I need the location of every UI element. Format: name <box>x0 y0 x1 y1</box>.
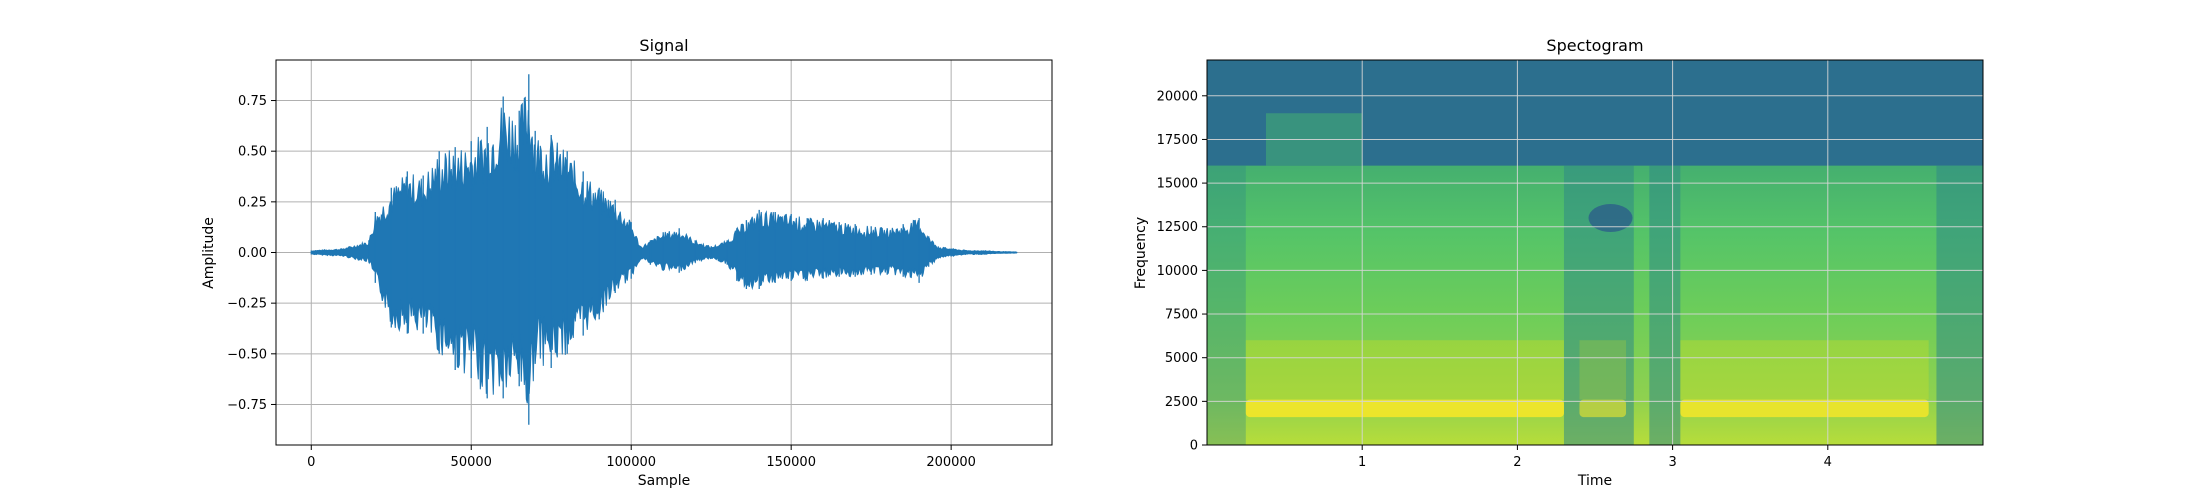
signal-y-ticks: −0.75 −0.50 −0.25 0.00 0.25 0.50 0.75 <box>227 94 276 413</box>
spectrogram-y-tick-label: 15000 <box>1157 177 1198 192</box>
signal-x-ticks: 0 50000 100000 150000 200000 <box>307 445 976 470</box>
spectrogram-formant-band <box>1245 399 1564 418</box>
spectrogram-y-tick-label: 7500 <box>1165 308 1198 323</box>
spectrogram-y-tick-label: 2500 <box>1165 395 1198 410</box>
spectrogram-formant-band <box>1579 399 1627 418</box>
signal-x-tick-label: 150000 <box>766 455 816 470</box>
signal-y-label: Amplitude <box>201 217 217 289</box>
spectrogram-image <box>1207 60 1983 445</box>
spectrogram-energy-region <box>1680 340 1929 400</box>
spectrogram-axes-frame <box>1206 59 1984 446</box>
spectrogram-x-tick-label: 3 <box>1668 455 1676 470</box>
spectrogram-axes: 1 2 3 4 0 2500 5000 7500 10000 12500 15000 17500 20… <box>1133 36 1984 489</box>
spectrogram-quiet-segment <box>1649 165 1681 445</box>
signal-x-label: Sample <box>638 473 691 489</box>
spectrogram-x-tick-label: 4 <box>1824 455 1832 470</box>
spectrogram-title: Spectogram <box>1546 36 1643 55</box>
signal-y-tick-label: 0.50 <box>238 145 267 160</box>
signal-waveform-spikes <box>310 74 1018 425</box>
spectrogram-y-tick-label: 5000 <box>1165 351 1198 366</box>
spectrogram-y-tick-label: 20000 <box>1157 89 1198 104</box>
spectrogram-y-tick-label: 17500 <box>1157 133 1198 148</box>
spectrogram-y-tick-label: 10000 <box>1157 264 1198 279</box>
spectrogram-x-label: Time <box>1577 473 1612 489</box>
spectrogram-x-ticks: 1 2 3 4 <box>1358 445 1832 470</box>
spectrogram-y-tick-label: 12500 <box>1157 220 1198 235</box>
spectrogram-x-tick-label: 2 <box>1513 455 1521 470</box>
signal-x-tick-label: 200000 <box>926 455 976 470</box>
signal-x-tick-label: 0 <box>307 455 315 470</box>
signal-axes: 0 50000 100000 150000 200000 −0.75 −0.50 −0.25… <box>201 36 1053 489</box>
signal-y-tick-label: −0.75 <box>227 398 267 413</box>
spectrogram-y-label: Frequency <box>1133 217 1149 289</box>
spectrogram-energy-bands <box>1207 60 1983 445</box>
signal-x-tick-label: 100000 <box>606 455 656 470</box>
spectrogram-dark-blob <box>1588 204 1633 233</box>
signal-x-tick-label: 50000 <box>451 455 492 470</box>
spectrogram-formant-band <box>1680 399 1929 418</box>
spectrogram-quiet-segment <box>1936 165 1983 445</box>
signal-y-tick-label: 0.00 <box>238 246 267 261</box>
signal-y-tick-label: 0.25 <box>238 195 267 210</box>
spectrogram-y-tick-label: 0 <box>1190 439 1198 454</box>
spectrogram-x-tick-label: 1 <box>1358 455 1366 470</box>
signal-y-tick-label: −0.50 <box>227 347 267 362</box>
spectrogram-energy-region <box>1579 340 1627 400</box>
spectrogram-quiet-segment <box>1207 165 1246 445</box>
spectrogram-y-ticks: 0 2500 5000 7500 10000 12500 15000 17500 20000 <box>1157 89 1207 454</box>
spectrogram-grid-vertical <box>1361 60 1829 445</box>
signal-y-tick-label: −0.25 <box>227 297 267 312</box>
spectrogram-energy-region <box>1245 340 1564 400</box>
signal-title: Signal <box>639 36 688 55</box>
signal-y-tick-label: 0.75 <box>238 94 267 109</box>
